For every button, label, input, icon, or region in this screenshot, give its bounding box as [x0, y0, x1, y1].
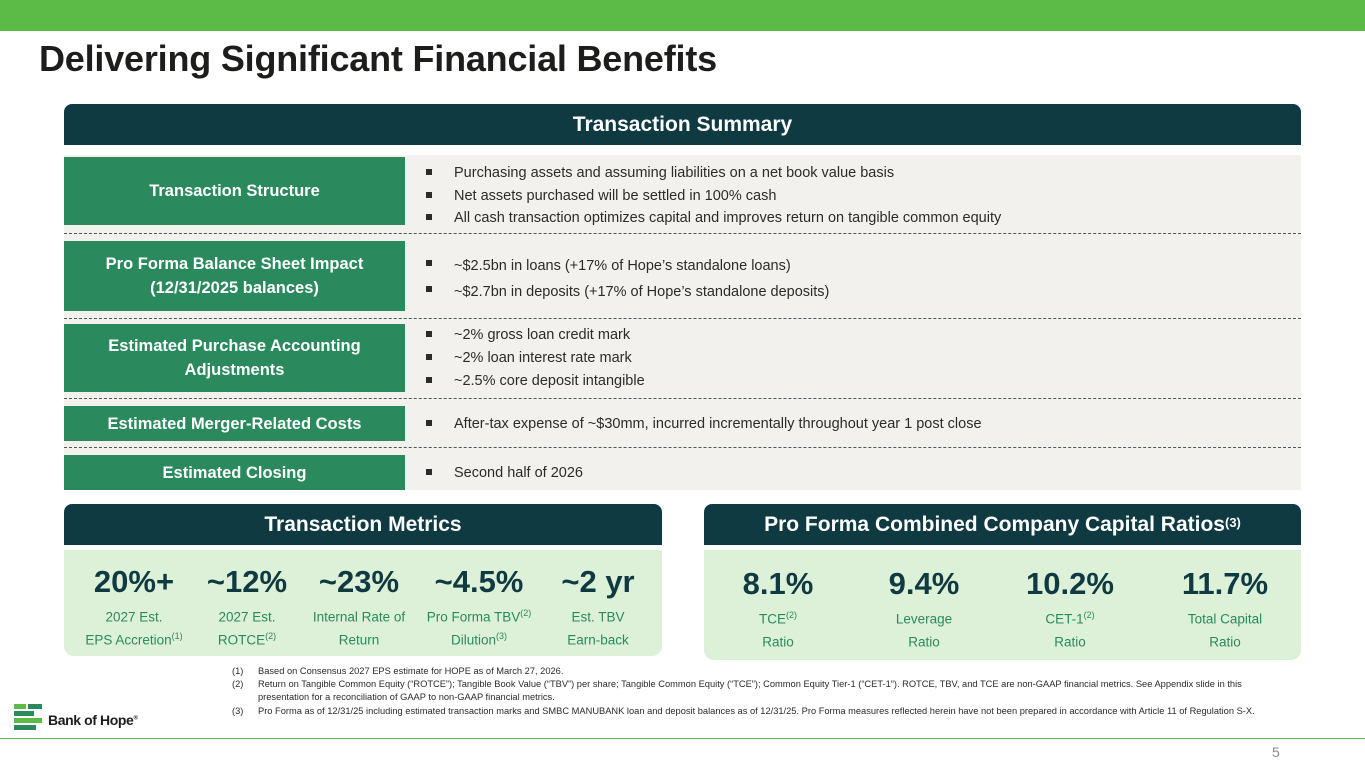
bullet-item: After-tax expense of ~$30mm, incurred in… [426, 413, 982, 435]
bullets-transaction-structure: Purchasing assets and assuming liabiliti… [426, 162, 1001, 230]
page-number: 5 [1272, 744, 1280, 760]
metric-label: Pro Forma TBV(2) Dilution(3) [426, 608, 532, 647]
metric-tbv-earnback: ~2 yr Est. TBV Earn-back [544, 564, 652, 649]
metric-label: TCE(2) Ratio [759, 610, 797, 649]
bullets-merger-costs: After-tax expense of ~$30mm, incurred in… [426, 413, 982, 435]
transaction-metrics-header: Transaction Metrics [64, 504, 662, 545]
dashed-divider [64, 318, 1301, 319]
bullet-item: ~$2.7bn in deposits (+17% of Hope’s stan… [426, 279, 829, 305]
footnotes: (1) Based on Consensus 2027 EPS estimate … [232, 665, 1292, 718]
metric-value: ~2 yr [561, 564, 635, 599]
capital-leverage-ratio: 9.4% Leverage Ratio [864, 566, 984, 651]
row-label-estimated-closing: Estimated Closing [64, 455, 405, 490]
capital-tce-ratio: 8.1% TCE(2) Ratio [718, 566, 838, 651]
bullet-item: Second half of 2026 [426, 462, 583, 484]
metric-value: 20%+ [93, 564, 175, 599]
bullet-item: Net assets purchased will be settled in … [426, 185, 1001, 208]
row-label-purchase-accounting: Estimated Purchase Accounting Adjustment… [64, 324, 405, 392]
dashed-divider [64, 233, 1301, 234]
capital-cet1-ratio: 10.2% CET-1(2) Ratio [1010, 566, 1130, 651]
dashed-divider [64, 398, 1301, 399]
row-label-merger-costs: Estimated Merger-Related Costs [64, 406, 405, 441]
bank-of-hope-logo-icon [14, 704, 42, 730]
capital-total-ratio: 11.7% Total Capital Ratio [1160, 566, 1290, 651]
row-label-balance-sheet-impact: Pro Forma Balance Sheet Impact (12/31/20… [64, 241, 405, 311]
metric-tbv-dilution: ~4.5% Pro Forma TBV(2) Dilution(3) [418, 564, 540, 649]
metric-irr: ~23% Internal Rate of Return [302, 564, 416, 649]
bullet-item: ~2.5% core deposit intangible [426, 370, 645, 393]
metric-value: ~12% [206, 564, 288, 599]
metric-rotce: ~12% 2027 Est. ROTCE(2) [192, 564, 302, 649]
bullet-item: ~2% gross loan credit mark [426, 324, 645, 347]
metric-value: 11.7% [1181, 566, 1269, 601]
transaction-summary-header: Transaction Summary [64, 104, 1301, 145]
bullet-item: ~$2.5bn in loans (+17% of Hope’s standal… [426, 253, 829, 279]
metric-label: 2027 Est. EPS Accretion(1) [85, 609, 183, 648]
metric-eps-accretion: 20%+ 2027 Est. EPS Accretion(1) [74, 564, 194, 649]
metric-label: Total Capital Ratio [1187, 611, 1263, 650]
metric-label: Leverage Ratio [895, 611, 953, 650]
metric-value: 9.4% [888, 566, 960, 601]
metric-label: CET-1(2) Ratio [1045, 610, 1095, 649]
bullet-item: All cash transaction optimizes capital a… [426, 207, 1001, 230]
bullet-item: ~2% loan interest rate mark [426, 347, 645, 370]
row-label-transaction-structure: Transaction Structure [64, 157, 405, 225]
metric-label: 2027 Est. ROTCE(2) [217, 609, 277, 648]
metric-value: ~4.5% [434, 564, 524, 599]
footnote: (2) Return on Tangible Common Equity (“RO… [232, 679, 1242, 703]
bullets-balance-sheet-impact: ~$2.5bn in loans (+17% of Hope’s standal… [426, 253, 829, 305]
logo-wordmark: Bank of Hope® [48, 712, 138, 728]
metric-value: ~23% [318, 564, 400, 599]
page-title: Delivering Significant Financial Benefit… [39, 38, 717, 79]
metric-label: Internal Rate of Return [312, 609, 406, 648]
capital-ratios-panel [704, 550, 1301, 660]
metric-value: 8.1% [742, 566, 814, 601]
footnote: (1) Based on Consensus 2027 EPS estimate … [232, 666, 564, 676]
top-accent-bar [0, 0, 1365, 31]
transaction-metrics-panel [64, 550, 662, 656]
footer-divider [0, 738, 1365, 739]
bullet-item: Purchasing assets and assuming liabiliti… [426, 162, 1001, 185]
footnote: (3) Pro Forma as of 12/31/25 including es… [232, 705, 1255, 716]
metric-value: 10.2% [1026, 566, 1114, 601]
bullets-estimated-closing: Second half of 2026 [426, 462, 583, 484]
capital-ratios-header: Pro Forma Combined Company Capital Ratio… [704, 504, 1301, 545]
metric-label: Est. TBV Earn-back [567, 609, 629, 648]
bullets-purchase-accounting: ~2% gross loan credit mark ~2% loan inte… [426, 324, 645, 393]
dashed-divider [64, 447, 1301, 448]
